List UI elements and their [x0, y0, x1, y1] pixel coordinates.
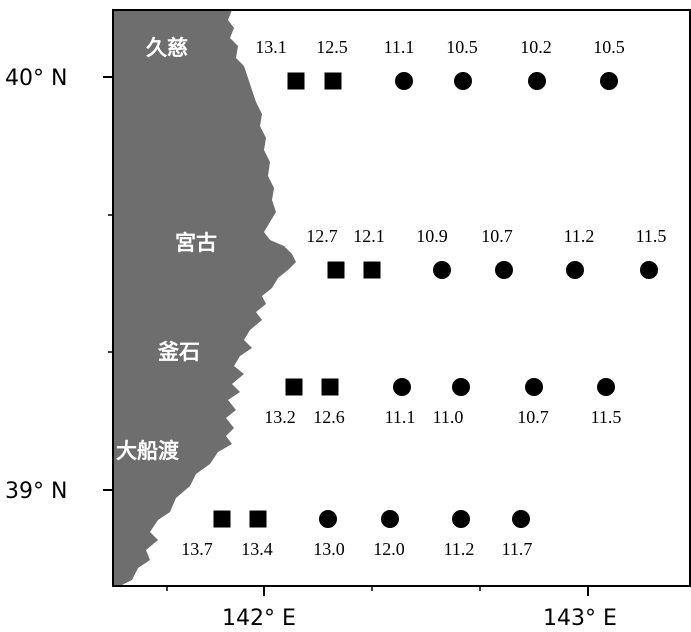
circle-marker [600, 72, 618, 90]
circle-marker [452, 378, 470, 396]
city-label-kamaishi: 釜石 [157, 340, 200, 364]
lat-label-39: 39° N [5, 479, 67, 504]
land-mass [113, 10, 296, 586]
station-value-label: 13.4 [241, 539, 273, 559]
circle-marker [512, 510, 530, 528]
station-value-label: 11.2 [564, 226, 595, 246]
city-label-ofunato: 大船渡 [116, 439, 180, 463]
circle-marker [433, 261, 451, 279]
ofunato-section: 13.7 13.4 13.0 12.0 11.2 11.7 [181, 510, 532, 559]
square-marker [327, 261, 345, 279]
square-marker [321, 378, 339, 396]
square-marker [213, 510, 231, 528]
circle-marker [566, 261, 584, 279]
circle-marker [319, 510, 337, 528]
station-value-label: 12.6 [313, 407, 345, 427]
station-value-label: 12.7 [306, 226, 338, 246]
city-label-miyako: 宮古 [175, 231, 217, 255]
station-value-label: 11.2 [444, 539, 475, 559]
square-marker [287, 72, 305, 90]
circle-marker [381, 510, 399, 528]
station-value-label: 11.5 [636, 226, 667, 246]
circle-marker [452, 510, 470, 528]
circle-marker [393, 378, 411, 396]
station-value-label: 13.0 [313, 539, 345, 559]
kuji-section: 13.1 12.5 11.1 10.5 10.2 10.5 [255, 37, 625, 90]
circle-marker [640, 261, 658, 279]
circle-marker [525, 378, 543, 396]
station-value-label: 11.0 [433, 407, 464, 427]
station-value-label: 13.7 [181, 539, 213, 559]
circle-marker [597, 378, 615, 396]
square-marker [285, 378, 303, 396]
station-layer: 13.1 12.5 11.1 10.5 10.2 10.5 12.7 12.1 10.9 10.7… [181, 37, 666, 559]
miyako-section: 12.7 12.1 10.9 10.7 11.2 11.5 [306, 226, 666, 279]
station-value-label: 10.9 [416, 226, 448, 246]
station-value-label: 10.5 [446, 37, 478, 57]
map-frame [112, 9, 691, 587]
city-label-kuji: 久慈 [146, 36, 188, 60]
circle-marker [528, 72, 546, 90]
station-value-label: 10.7 [517, 407, 549, 427]
circle-marker [495, 261, 513, 279]
station-value-label: 11.5 [591, 407, 622, 427]
square-marker [324, 72, 342, 90]
station-value-label: 11.1 [384, 37, 415, 57]
station-value-label: 11.7 [502, 539, 533, 559]
station-value-label: 12.5 [316, 37, 348, 57]
lon-label-143: 143° E [543, 606, 617, 631]
station-value-label: 12.1 [353, 226, 385, 246]
station-value-label: 10.2 [520, 37, 552, 57]
station-value-label: 13.1 [255, 37, 287, 57]
station-value-label: 10.7 [481, 226, 513, 246]
circle-marker [454, 72, 472, 90]
station-value-label: 13.2 [264, 407, 296, 427]
square-marker [249, 510, 267, 528]
station-value-label: 12.0 [373, 539, 405, 559]
lon-label-142: 142° E [222, 606, 296, 631]
lat-label-40: 40° N [5, 66, 67, 91]
kamaishi-section: 13.2 12.6 11.1 11.0 10.7 11.5 [264, 378, 621, 427]
station-value-label: 11.1 [385, 407, 416, 427]
circle-marker [395, 72, 413, 90]
station-value-label: 10.5 [593, 37, 625, 57]
square-marker [363, 261, 381, 279]
